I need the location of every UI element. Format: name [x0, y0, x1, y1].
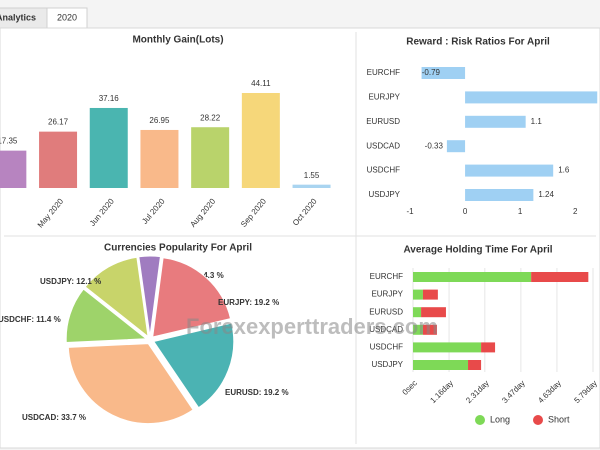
bar — [465, 189, 534, 201]
y-tick-label: EURCHF — [367, 68, 400, 77]
x-tick-label: 2 — [573, 207, 578, 216]
bar — [140, 129, 179, 188]
y-tick-label: EURJPY — [371, 290, 403, 299]
y-tick-label: USDJPY — [368, 190, 400, 199]
bar-segment — [413, 342, 482, 353]
pie-slice — [138, 255, 161, 337]
value-label: 17.35 — [0, 137, 18, 146]
chart-title: Reward : Risk Ratios For April — [406, 37, 550, 48]
bar — [465, 91, 598, 104]
watermark: Forexexperttraders.com — [186, 314, 438, 339]
y-tick-label: EURCHF — [370, 272, 403, 281]
bar-segment — [421, 307, 446, 318]
bar — [292, 184, 331, 188]
chart-title: Currencies Popularity For April — [104, 243, 252, 254]
bar — [39, 131, 78, 188]
value-label: -0.33 — [425, 141, 444, 150]
pie-slice — [65, 288, 148, 344]
bar — [89, 107, 128, 188]
x-tick-label: 1 — [518, 207, 523, 216]
y-tick-label: EURUSD — [366, 117, 400, 126]
bar — [446, 140, 466, 153]
y-tick-label: EURJPY — [368, 93, 400, 102]
pie-slice — [152, 257, 232, 338]
bar-segment — [531, 272, 589, 282]
legend-label: Long — [490, 414, 510, 424]
chart-title: Average Holding Time For April — [403, 245, 552, 256]
pie-slice — [67, 343, 194, 425]
y-tick-label: USDCHF — [367, 166, 400, 175]
value-label: 26.95 — [149, 116, 170, 125]
bar — [0, 150, 27, 188]
value-label: 44.11 — [251, 79, 271, 88]
bar-segment — [413, 360, 469, 370]
y-tick-label: USDCAD — [369, 325, 403, 334]
x-tick-label: 0 — [463, 207, 468, 216]
chart-title: Monthly Gain(Lots) — [132, 35, 223, 46]
bar — [191, 127, 230, 188]
bar-segment — [481, 342, 496, 353]
x-tick-label: -1 — [406, 207, 414, 216]
slice-label: USDCAD: 33.7 % — [22, 413, 86, 422]
tab-label[interactable]: Analytics — [0, 12, 36, 22]
value-label: 37.16 — [99, 94, 120, 103]
value-label: 1.1 — [531, 117, 543, 126]
bar-segment — [413, 289, 423, 300]
bar-segment — [422, 289, 438, 300]
bar — [421, 67, 466, 79]
slice-label: EURJPY: 19.2 % — [218, 298, 279, 307]
legend-marker — [533, 415, 543, 425]
y-tick-label: USDCHF — [370, 343, 403, 352]
legend-label: Short — [548, 414, 570, 424]
y-tick-label: EURUSD — [369, 307, 403, 316]
value-label: -0.79 — [422, 68, 441, 77]
y-tick-label: USDJPY — [371, 360, 403, 369]
value-label: 1.55 — [304, 171, 320, 180]
pie-slice — [84, 256, 149, 338]
slice-label: EURUSD: 19.2 % — [225, 388, 289, 397]
bar-segment — [468, 360, 482, 370]
slice-label: USDCHF: 11.4 % — [0, 315, 61, 324]
y-tick-label: USDCAD — [366, 141, 400, 150]
tab-label[interactable]: 2020 — [57, 12, 77, 22]
value-label: 1.6 — [558, 166, 570, 175]
pie-slice — [152, 322, 235, 409]
slice-label: USDJPY: 12.1 % — [40, 277, 101, 286]
bar-segment — [413, 307, 422, 318]
value-label: 26.17 — [48, 118, 69, 127]
bar-segment — [413, 324, 423, 335]
value-label: 1.24 — [538, 190, 554, 199]
bar-segment — [413, 272, 532, 282]
legend-marker — [475, 415, 485, 425]
bar — [241, 93, 280, 188]
bar — [465, 115, 526, 128]
bar-segment — [422, 324, 437, 335]
value-label: 28.22 — [200, 113, 221, 122]
bar — [465, 164, 554, 177]
